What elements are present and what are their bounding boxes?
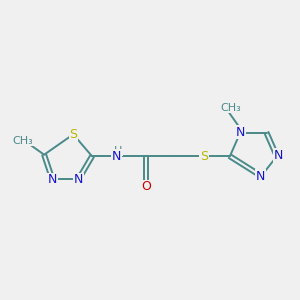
Text: CH₃: CH₃ bbox=[220, 103, 241, 113]
Text: H: H bbox=[113, 146, 122, 156]
Text: N: N bbox=[236, 126, 245, 139]
Text: N: N bbox=[256, 170, 265, 183]
Text: N: N bbox=[274, 149, 283, 162]
Text: N: N bbox=[74, 173, 83, 186]
Text: S: S bbox=[69, 128, 77, 141]
Text: CH₃: CH₃ bbox=[13, 136, 34, 146]
Text: S: S bbox=[200, 150, 208, 163]
Text: O: O bbox=[141, 181, 151, 194]
Text: N: N bbox=[112, 150, 121, 163]
Text: N: N bbox=[48, 173, 57, 186]
